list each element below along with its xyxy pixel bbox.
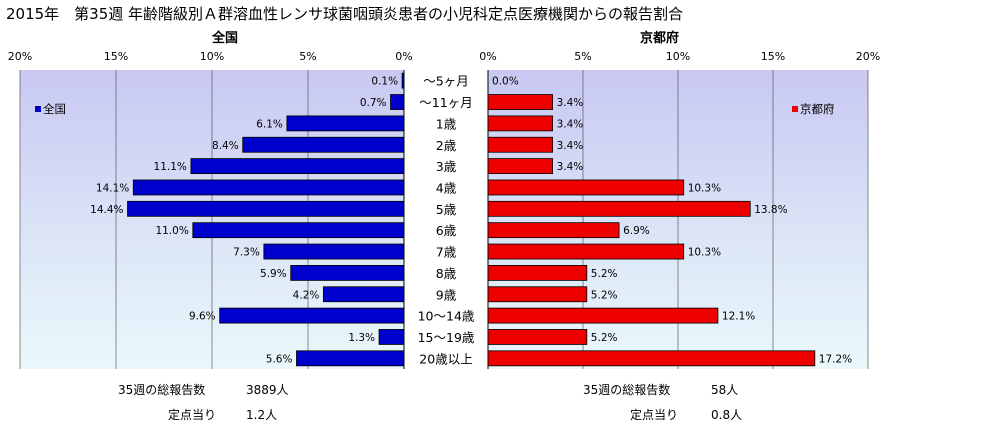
left-data-label: 0.1% bbox=[371, 76, 398, 88]
right-bar bbox=[487, 136, 553, 153]
left-tick-label: 10% bbox=[200, 50, 224, 63]
right-bar bbox=[487, 94, 553, 110]
left-tick-label: 15% bbox=[104, 50, 128, 63]
age-category-label: 6歳 bbox=[436, 223, 457, 238]
right-bar bbox=[487, 158, 553, 175]
left-data-label: 8.4% bbox=[212, 140, 239, 152]
right-legend-swatch bbox=[792, 106, 798, 112]
right-data-label: 5.2% bbox=[591, 289, 618, 301]
right-bar bbox=[487, 286, 588, 303]
left-bar bbox=[192, 222, 405, 239]
right-data-label: 6.9% bbox=[623, 225, 650, 237]
left-tick-label: 20% bbox=[8, 50, 32, 63]
right-data-label: 0.0% bbox=[492, 76, 519, 88]
left-bar bbox=[190, 158, 405, 175]
left-total-value: 3889人 bbox=[246, 383, 289, 397]
right-data-label: 3.4% bbox=[557, 118, 584, 130]
right-data-label: 10.3% bbox=[688, 247, 721, 259]
left-per-site-value: 1.2人 bbox=[246, 408, 278, 422]
right-bar bbox=[487, 264, 588, 281]
age-category-label: 3歳 bbox=[436, 159, 457, 174]
age-category-label: 10～14歳 bbox=[418, 309, 475, 324]
left-data-label: 11.1% bbox=[154, 161, 187, 173]
left-bar bbox=[322, 286, 405, 303]
right-per-site-value: 0.8人 bbox=[711, 408, 743, 422]
right-bar bbox=[487, 243, 685, 260]
right-tick-label: 5% bbox=[574, 50, 591, 63]
left-bar bbox=[242, 136, 405, 153]
right-data-label: 3.4% bbox=[557, 161, 584, 173]
left-tick-label: 5% bbox=[299, 50, 316, 63]
right-tick-label: 15% bbox=[761, 50, 785, 63]
right-legend-label: 京都府 bbox=[800, 102, 835, 116]
left-bar bbox=[290, 264, 405, 281]
left-tick-label: 0% bbox=[395, 50, 412, 63]
age-category-label: 7歳 bbox=[436, 245, 457, 260]
right-data-label: 13.8% bbox=[754, 204, 787, 216]
left-legend-swatch bbox=[35, 106, 41, 112]
left-data-label: 6.1% bbox=[256, 118, 283, 130]
right-tick-label: 0% bbox=[479, 50, 496, 63]
right-bar bbox=[487, 307, 719, 324]
right-data-label: 17.2% bbox=[819, 353, 852, 365]
left-panel-title: 全国 bbox=[212, 31, 239, 46]
right-data-label: 3.4% bbox=[557, 97, 584, 109]
left-bar bbox=[127, 200, 405, 217]
left-bar bbox=[401, 72, 405, 89]
right-bar bbox=[487, 329, 588, 345]
age-category-label: 20歳以上 bbox=[419, 351, 472, 366]
left-legend-label: 全国 bbox=[43, 102, 66, 116]
left-bar bbox=[263, 243, 405, 260]
right-data-label: 5.2% bbox=[591, 268, 618, 280]
left-data-label: 14.4% bbox=[90, 204, 123, 216]
age-category-label: 9歳 bbox=[436, 287, 457, 302]
right-bar bbox=[487, 179, 685, 196]
left-bar bbox=[390, 94, 405, 110]
left-data-label: 0.7% bbox=[360, 97, 387, 109]
right-per-site-label: 定点当り bbox=[630, 408, 679, 422]
age-category-label: 1歳 bbox=[436, 116, 457, 131]
left-per-site-label: 定点当り bbox=[168, 408, 217, 422]
left-data-label: 4.2% bbox=[293, 289, 320, 301]
right-bar bbox=[487, 115, 553, 132]
left-bar bbox=[219, 307, 405, 324]
right-total-value: 58人 bbox=[711, 383, 739, 397]
right-panel-title: 京都府 bbox=[640, 31, 680, 46]
right-total-label: 35週の総報告数 bbox=[583, 383, 671, 397]
right-data-label: 5.2% bbox=[591, 332, 618, 344]
left-data-label: 9.6% bbox=[189, 311, 216, 323]
age-category-label: ～11ヶ月 bbox=[419, 95, 472, 110]
page-title: 2015年 第35週 年齢階級別Ａ群溶血性レンサ球菌咽頭炎患者の小児科定点医療機… bbox=[6, 5, 684, 23]
right-bar bbox=[487, 350, 816, 367]
right-tick-label: 20% bbox=[856, 50, 880, 63]
left-data-label: 7.3% bbox=[233, 247, 260, 259]
left-data-label: 5.9% bbox=[260, 268, 287, 280]
age-category-label: 5歳 bbox=[436, 202, 457, 217]
right-bar bbox=[487, 200, 751, 217]
age-category-label: 2歳 bbox=[436, 138, 457, 153]
left-bar bbox=[286, 115, 405, 132]
age-category-label: ～5ヶ月 bbox=[423, 74, 468, 89]
right-bar bbox=[487, 222, 620, 239]
right-data-label: 3.4% bbox=[557, 140, 584, 152]
right-tick-label: 10% bbox=[666, 50, 690, 63]
left-data-label: 1.3% bbox=[348, 332, 375, 344]
left-data-label: 5.6% bbox=[266, 353, 293, 365]
age-category-label: 8歳 bbox=[436, 266, 457, 281]
right-data-label: 12.1% bbox=[722, 311, 755, 323]
left-bar bbox=[296, 350, 405, 367]
age-category-label: 15～19歳 bbox=[418, 330, 475, 345]
age-category-label: 4歳 bbox=[436, 180, 457, 195]
left-bar bbox=[378, 329, 405, 345]
right-data-label: 10.3% bbox=[688, 182, 721, 194]
left-bar bbox=[132, 179, 405, 196]
left-data-label: 11.0% bbox=[155, 225, 188, 237]
left-total-label: 35週の総報告数 bbox=[118, 383, 206, 397]
left-data-label: 14.1% bbox=[96, 182, 129, 194]
